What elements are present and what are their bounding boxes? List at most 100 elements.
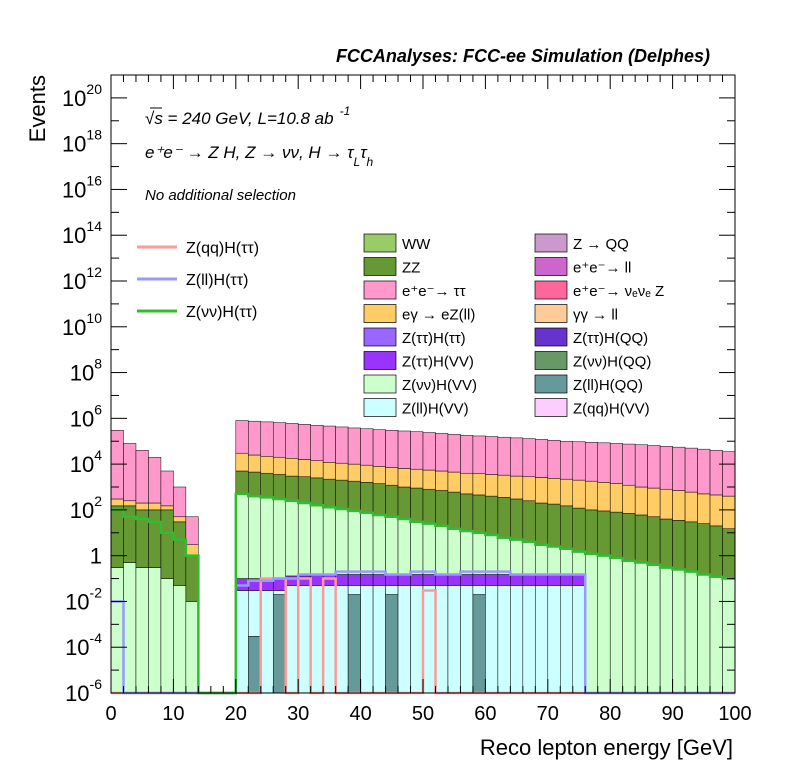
bar-eγ → eZ(ll)-bin-12 <box>260 456 274 474</box>
bar-eγ → eZ(ll)-bin-11 <box>248 454 262 473</box>
bar-Z(νν)H(VV)-bin-33 <box>522 541 536 575</box>
bar-eγ → eZ(ll)-bin-19 <box>347 463 361 482</box>
bar-Z(ττ)H(VV)-bin-19 <box>347 574 361 586</box>
bar-ZZ-bin-41 <box>622 513 636 561</box>
bar-eγ → eZ(ll)-bin-2 <box>135 502 149 511</box>
x-tick-label: 60 <box>474 703 496 725</box>
bar-ZZ-bin-14 <box>285 475 299 502</box>
bar-ZZ-bin-1 <box>123 505 137 563</box>
bar-ZZ-bin-35 <box>547 503 561 547</box>
bar-ZZ-bin-38 <box>584 509 598 555</box>
bar-eγ → eZ(ll)-bin-48 <box>709 494 723 527</box>
bar-ZZ-bin-19 <box>347 480 361 512</box>
bar-Z(ll)H(QQ)-bin-22 <box>385 594 399 694</box>
bar-eγ → eZ(ll)-bin-6 <box>185 544 199 556</box>
bar-Z(ττ)H(VV)-bin-17 <box>322 574 336 586</box>
bar-Z(ll)H(VV)-bin-36 <box>560 585 574 694</box>
y-tick-label: 10-4 <box>65 630 102 660</box>
bar-eγ → eZ(ll)-bin-18 <box>335 462 349 481</box>
bar-eγ → eZ(ll)-bin-40 <box>609 483 623 513</box>
bar-Z(ττ)H(VV)-bin-32 <box>510 574 524 586</box>
signal-legend-label: Z(ll)H(ττ) <box>186 272 248 289</box>
header-title: FCCAnalyses: FCC-ee Simulation (Delphes) <box>336 46 710 66</box>
bar-Z(ττ)H(VV)-bin-36 <box>560 574 574 586</box>
bar-Z(νν)H(VV)-bin-3 <box>148 567 162 694</box>
bar-ZZ-bin-39 <box>597 510 611 556</box>
y-tick-label: 1020 <box>62 81 102 111</box>
bar-Z(ττ)H(VV)-bin-30 <box>485 574 499 586</box>
bar-Z(νν)H(VV)-bin-38 <box>584 553 598 694</box>
x-tick-label: 90 <box>661 703 683 725</box>
bar-ZZ-bin-36 <box>560 505 574 550</box>
bar-ZZ-bin-20 <box>360 482 374 513</box>
bar-e⁺e⁻→ ττ-bin-14 <box>285 423 299 459</box>
bar-Z(νν)H(VV)-bin-20 <box>360 512 374 575</box>
bar-ZZ-bin-49 <box>722 528 736 579</box>
bar-eγ → eZ(ll)-bin-22 <box>385 467 399 486</box>
legend-swatch <box>363 374 397 394</box>
bar-Z(ττ)H(VV)-bin-16 <box>310 574 324 586</box>
y-tick-label: 1014 <box>62 218 102 248</box>
bar-ZZ-bin-25 <box>422 488 436 524</box>
legend-label: ZZ <box>402 260 420 277</box>
bar-Z(νν)H(VV)-bin-0 <box>110 567 124 694</box>
bar-eγ → eZ(ll)-bin-21 <box>372 466 386 484</box>
bar-Z(ll)H(VV)-bin-10 <box>235 590 249 694</box>
legend-label: e⁺e⁻→ ll <box>573 260 631 277</box>
bar-Z(ll)H(VV)-bin-21 <box>372 585 386 694</box>
bar-eγ → eZ(ll)-bin-14 <box>285 458 299 477</box>
bar-Z(ττ)H(VV)-bin-33 <box>522 574 536 586</box>
bar-e⁺e⁻→ ττ-bin-5 <box>173 486 187 518</box>
bar-ZZ-bin-47 <box>697 523 711 575</box>
bar-eγ → eZ(ll)-bin-16 <box>310 460 324 479</box>
bar-Z(ττ)H(VV)-bin-24 <box>410 574 424 586</box>
bar-eγ → eZ(ll)-bin-43 <box>647 487 661 518</box>
bar-e⁺e⁻→ ττ-bin-43 <box>647 445 661 489</box>
bar-eγ → eZ(ll)-bin-36 <box>560 478 574 507</box>
bar-ZZ-bin-27 <box>447 491 461 529</box>
lumi-exponent: -1 <box>340 104 351 118</box>
y-tick-label: 108 <box>70 356 102 386</box>
bar-e⁺e⁻→ ττ-bin-30 <box>485 436 499 475</box>
bar-Z(νν)H(VV)-bin-12 <box>260 497 274 579</box>
bar-e⁺e⁻→ ττ-bin-21 <box>372 429 386 467</box>
bar-Z(νν)H(VV)-bin-46 <box>684 571 698 694</box>
bar-Z(ll)H(VV)-bin-33 <box>522 585 536 694</box>
bar-Z(νν)H(VV)-bin-44 <box>659 567 673 694</box>
bar-Z(ll)H(VV)-bin-12 <box>260 590 274 694</box>
bar-eγ → eZ(ll)-bin-47 <box>697 493 711 524</box>
y-tick-label: 1 <box>90 544 102 569</box>
bar-e⁺e⁻→ ττ-bin-1 <box>123 443 137 502</box>
bar-Z(ll)H(VV)-bin-30 <box>485 585 499 694</box>
bar-ZZ-bin-23 <box>397 486 411 520</box>
legend-swatch <box>534 280 568 300</box>
bar-ZZ-bin-31 <box>497 497 511 539</box>
bar-ZZ-bin-11 <box>248 471 262 497</box>
legend-label: Z(ll)H(QQ) <box>573 377 643 394</box>
bar-Z(νν)H(VV)-bin-11 <box>248 495 262 579</box>
x-axis-ticks: 0 10 20 30 40 50 60 70 80 90 100 <box>105 75 752 725</box>
bar-e⁺e⁻→ ττ-bin-37 <box>572 441 586 481</box>
x-tick-label: 30 <box>287 703 309 725</box>
bar-Z(νν)H(VV)-bin-48 <box>709 576 723 694</box>
bar-Z(ll)H(VV)-bin-29 <box>472 585 486 595</box>
bar-Z(ll)H(VV)-bin-37 <box>572 585 586 694</box>
bar-ZZ-bin-42 <box>634 514 648 563</box>
legend-label: Z(νν)H(QQ) <box>573 354 651 371</box>
bar-Z(ll)H(VV)-bin-23 <box>397 585 411 694</box>
bar-eγ → eZ(ll)-bin-26 <box>435 470 449 491</box>
bar-ZZ-bin-43 <box>647 516 661 566</box>
process-sub-h: h <box>367 155 374 169</box>
bar-Z(νν)H(VV)-bin-25 <box>422 523 436 575</box>
bar-ZZ-bin-22 <box>385 484 399 518</box>
legend-swatch <box>363 351 397 370</box>
bar-Z(ll)H(VV)-bin-19 <box>347 585 361 595</box>
bar-Z(ττ)H(VV)-bin-21 <box>372 574 386 586</box>
bar-eγ → eZ(ll)-bin-46 <box>684 491 698 523</box>
bar-e⁺e⁻→ ττ-bin-36 <box>560 440 574 480</box>
bar-eγ → eZ(ll)-bin-4 <box>160 505 174 511</box>
bar-eγ → eZ(ll)-bin-0 <box>110 498 124 507</box>
bar-Z(ττ)H(VV)-bin-37 <box>572 574 586 586</box>
y-tick-label: 1010 <box>62 310 102 340</box>
bar-ZZ-bin-13 <box>272 474 286 500</box>
